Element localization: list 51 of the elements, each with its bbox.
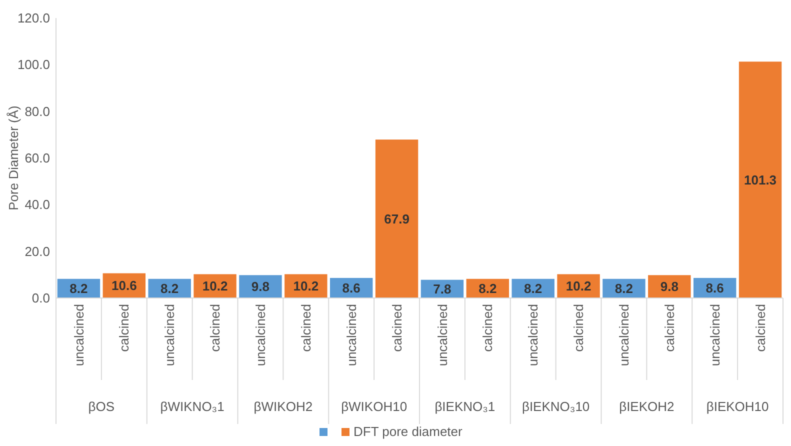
bar — [375, 140, 418, 298]
x-tick-label: calcined — [480, 304, 496, 352]
data-label: 10.2 — [566, 278, 592, 294]
y-tick-label: 100.0 — [17, 57, 50, 72]
x-tick-label: calcined — [752, 304, 768, 352]
x-tick-label: uncalcined — [434, 304, 450, 366]
y-tick-label: 0.0 — [32, 290, 50, 306]
text: βWIKNO₃1 — [160, 399, 224, 414]
text: βWIKOH2 — [254, 399, 313, 414]
x-tick-label: uncalcined — [344, 304, 359, 366]
y-tick-label: 120.0 — [17, 10, 50, 26]
x-tick-label: calcined — [571, 304, 586, 352]
data-label: 8.2 — [614, 280, 634, 296]
y-tick-label: 20.0 — [24, 244, 50, 259]
data-label: 8.6 — [706, 280, 724, 296]
y-tick-label: 60.0 — [24, 150, 50, 166]
x-tick-label: calcined — [389, 304, 404, 352]
data-label: 101.3 — [744, 172, 777, 188]
x-tick-label: uncalcined — [253, 304, 268, 366]
data-label: 10.2 — [202, 278, 228, 294]
data-label: 8.6 — [342, 280, 360, 296]
data-label: 10.6 — [112, 278, 137, 294]
x-tick-label: calcined — [208, 304, 223, 352]
bar — [738, 62, 782, 298]
data-label: 8.2 — [524, 280, 542, 296]
y-axis-title: Pore Diameter (Å) — [6, 106, 21, 210]
text: βIEKOH2 — [619, 399, 674, 414]
x-tick-label: calcined — [116, 304, 132, 352]
x-tick-label: uncalcined — [707, 304, 722, 366]
text: βWIKOH10 — [341, 399, 408, 414]
data-label: 67.9 — [384, 211, 410, 226]
data-label: 9.8 — [251, 279, 270, 294]
x-tick-label: uncalcined — [162, 304, 178, 366]
data-label: 9.8 — [660, 279, 678, 294]
data-label: 10.2 — [293, 278, 319, 294]
x-tick-label: uncalcined — [616, 304, 632, 366]
text: βIEKNO₃10 — [522, 399, 590, 414]
text: βOS — [88, 399, 115, 414]
data-label: 7.8 — [433, 281, 452, 296]
y-tick-label: 80.0 — [24, 104, 50, 119]
y-tick-label: 40.0 — [24, 197, 50, 212]
x-tick-label: calcined — [662, 304, 677, 352]
data-label: 8.2 — [478, 280, 497, 296]
legend-label: DFT pore diameter — [354, 424, 464, 439]
data-label: 8.2 — [160, 280, 179, 296]
x-tick-label: uncalcined — [526, 304, 541, 366]
text: βIEKOH10 — [706, 399, 769, 414]
x-tick-label: uncalcined — [71, 304, 86, 366]
text: βIEKNO₃1 — [434, 399, 496, 414]
x-tick-label: calcined — [298, 304, 314, 352]
data-label: 8.2 — [70, 280, 88, 296]
